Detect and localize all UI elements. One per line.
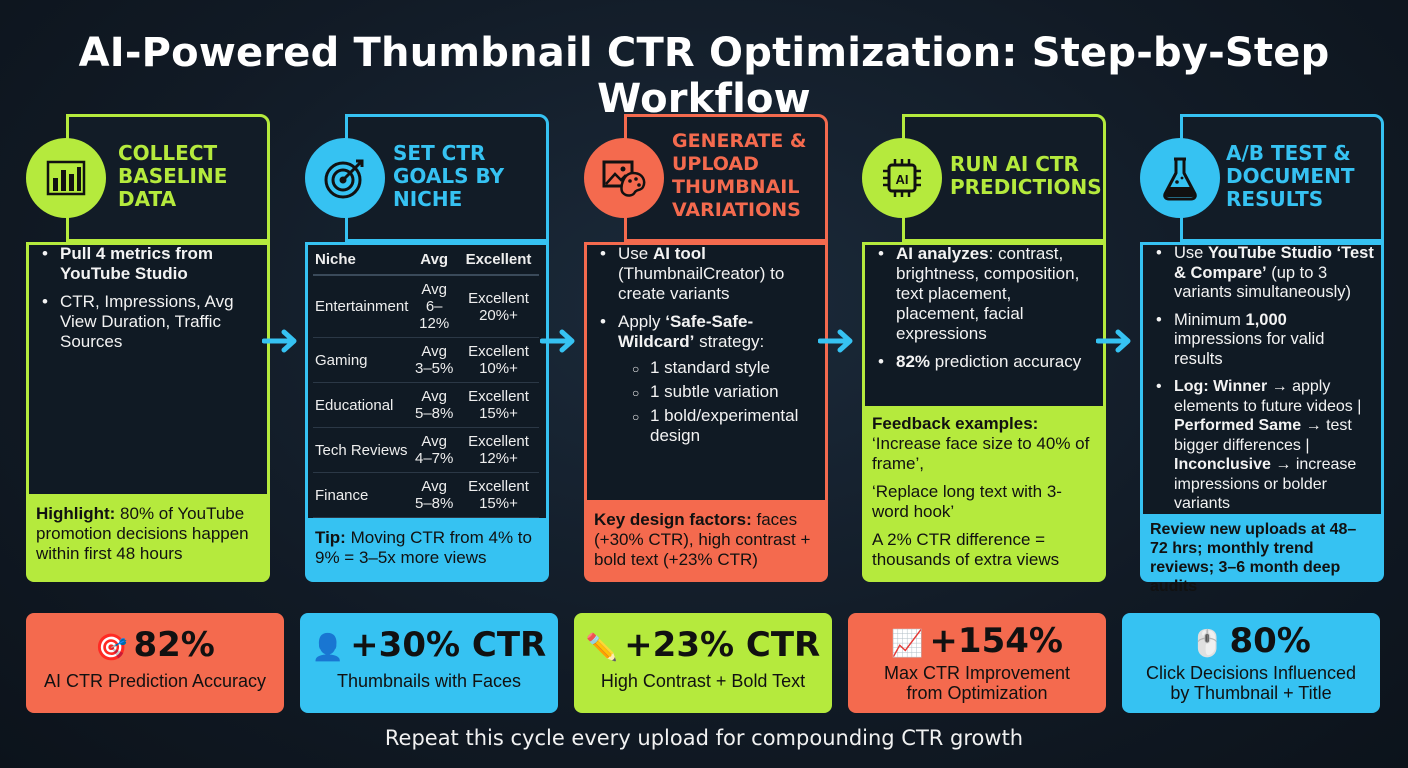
page-title: AI-Powered Thumbnail CTR Optimization: S… [78,30,1330,122]
table-row: Educational Avg 5–8% Excellent 15%+ [313,382,539,428]
list-item: Apply ‘Safe-Safe-Wildcard’ strategy: 1 s… [598,312,818,446]
step-title: Generate & Upload Thumbnail Variations [672,130,807,221]
step-collect-baseline: Collect Baseline Data Pull 4 metrics fro… [26,114,270,582]
table-row: Entertainment Avg 6–12% Excellent 20%+ [313,275,539,338]
footer-caption: Repeat this cycle every upload for compo… [384,726,1024,750]
step-run-predictions: Run AI CTR Predictions AI AI analyzes: c… [862,114,1106,582]
list-item: Minimum 1,000 impressions for valid resu… [1154,311,1374,370]
pencil-icon: ✏️ [585,633,619,663]
target-icon: 🎯 [95,633,128,663]
list-item: Log: Winner → apply elements to future v… [1154,377,1374,514]
step-title: Set CTR Goals by Niche [393,140,505,211]
image-palette-icon [584,138,664,218]
arrow-right-icon [540,329,575,353]
niche-table: Niche Avg Excellent Entertainment Avg 6–… [313,246,539,518]
list-item: 1 subtle variation [630,382,818,403]
table-row: Tech Reviews Avg 4–7% Excellent 12%+ [313,427,539,473]
bar-chart-icon [26,138,106,218]
step-set-goals: Set CTR Goals by Niche Niche Avg Excelle… [305,114,549,582]
list-item: CTR, Impressions, Avg View Duration, Tra… [40,292,260,352]
step-feedback: Feedback examples: ‘Increase face size t… [862,406,1106,582]
mouse-icon: 🖱️ [1191,629,1224,659]
target-icon [305,138,385,218]
list-item: 1 bold/experimental design [630,406,818,446]
step-highlight: Highlight: 80% of YouTube promotion deci… [26,494,270,582]
stat-card: ✏️ +23% CTR High Contrast + Bold Text [574,613,832,713]
step-generate-upload: Generate & Upload Thumbnail Variations U… [584,114,828,582]
trend-up-icon: 📈 [891,629,924,659]
list-item: Use YouTube Studio ‘Test & Compare’ (up … [1154,244,1374,303]
step-review-schedule: Review new uploads at 48–72 hrs; monthly… [1140,514,1384,595]
arrow-right-icon [1096,329,1131,353]
arrow-right-icon [818,329,853,353]
stat-card: 📈 +154% Max CTR Improvement from Optimiza… [848,613,1106,713]
step-key-factors: Key design factors: faces (+30% CTR), hi… [584,500,828,582]
step-title: Collect Baseline Data [118,140,228,211]
table-row: Gaming Avg 3–5% Excellent 10%+ [313,337,539,383]
step-tip: Tip: Moving CTR from 4% to 9% = 3–5x mor… [305,518,549,582]
step-ab-test: A/B Test & Document Results Use YouTube … [1140,114,1384,595]
step-title: A/B Test & Document Results [1226,140,1355,211]
arrow-right-icon [262,329,297,353]
list-item: 1 standard style [630,358,818,379]
stat-card: 👤 +30% CTR Thumbnails with Faces [300,613,558,713]
stat-card: 🖱️ 80% Click Decisions Influenced by Thum… [1122,613,1380,713]
person-icon: 👤 [311,633,345,663]
list-item: Use AI tool (ThumbnailCreator) to create… [598,244,818,304]
list-item: Pull 4 metrics from YouTube Studio [40,244,260,284]
flask-icon [1140,138,1220,218]
ai-chip-icon: AI [862,138,942,218]
step-title: Run AI CTR Predictions [950,152,1102,199]
svg-text:AI: AI [896,172,909,187]
stat-card: 🎯 82% AI CTR Prediction Accuracy [26,613,284,713]
table-row: Finance Avg 5–8% Excellent 15%+ [313,472,539,518]
list-item: AI analyzes: contrast, brightness, compo… [876,244,1096,344]
list-item: 82% prediction accuracy [876,352,1096,372]
